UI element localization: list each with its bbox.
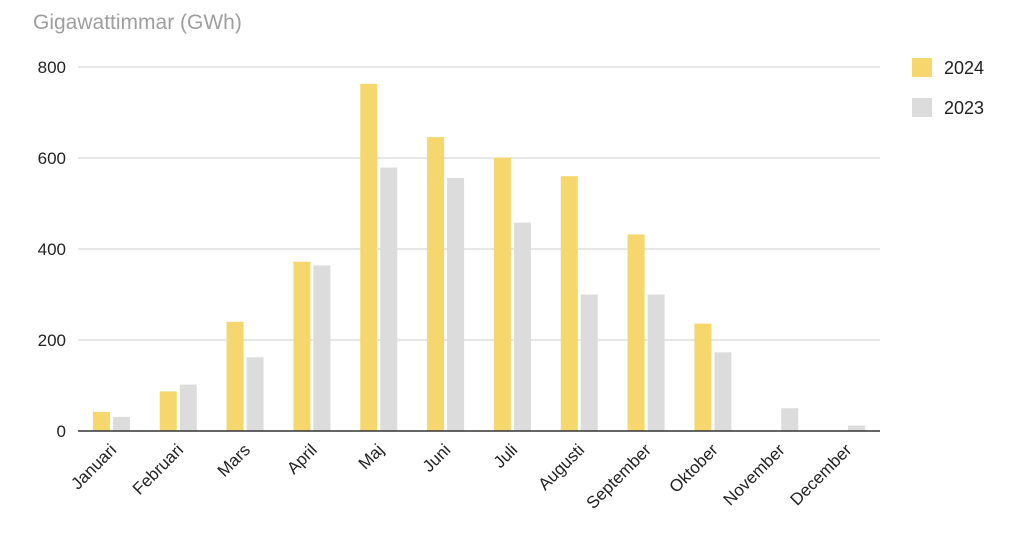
x-tick-label: Oktober [666,440,722,496]
bar-2024-oktober [694,323,712,431]
bar-2023-januari [112,416,130,431]
legend: 2024 2023 [912,58,984,118]
legend-swatch-2023 [912,98,932,117]
y-tick-label: 200 [38,331,66,350]
x-tick-label: Januari [67,440,120,493]
bar-2024-september [627,234,645,431]
bar-2023-mars [246,357,264,431]
x-tick-label: Augusti [535,440,589,494]
bar-2024-april [293,261,311,431]
x-tick-label: December [787,440,856,509]
x-tick-label: Juli [490,440,521,471]
x-tick-label: November [720,440,789,509]
x-tick-label: Mars [214,440,254,480]
bar-2024-maj [360,83,378,432]
legend-label: 2024 [944,58,984,78]
bar-2024-februari [159,391,177,431]
x-tick-label: Februari [129,440,187,498]
bar-2024-juni [427,137,445,431]
bar-2023-juni [447,178,465,431]
bar-2024-januari [92,411,110,431]
bar-2023-december [848,425,866,431]
y-tick-label: 400 [38,240,66,259]
y-tick-label: 800 [38,58,66,77]
y-tick-label: 600 [38,149,66,168]
bar-2024-juli [493,157,511,432]
bar-2024-mars [226,321,244,431]
x-tick-label: April [283,440,320,477]
legend-swatch-2024 [912,58,932,77]
legend-label: 2023 [944,98,984,118]
bar-2023-maj [380,167,398,431]
y-tick-label: 0 [57,422,66,441]
bar-2023-februari [179,384,197,431]
x-tick-label: September [583,440,655,512]
x-tick-label: Maj [355,440,388,473]
y-tick-labels: 0 200 400 600 800 [38,58,66,441]
gridlines [78,66,880,341]
y-axis-title: Gigawattimmar (GWh) [33,11,242,34]
bar-2024-augusti [560,176,578,431]
bar-2023-november [781,408,799,431]
bar-2023-oktober [714,352,732,431]
bar-2023-augusti [580,294,598,431]
x-tick-labels: Januari Februari Mars April Maj Juni Juli Augus… [67,440,855,512]
bar-2023-april [313,265,331,431]
bar-2023-juli [513,222,531,431]
bars [92,83,866,432]
x-tick-label: Juni [419,440,454,475]
bar-2023-september [647,294,665,431]
